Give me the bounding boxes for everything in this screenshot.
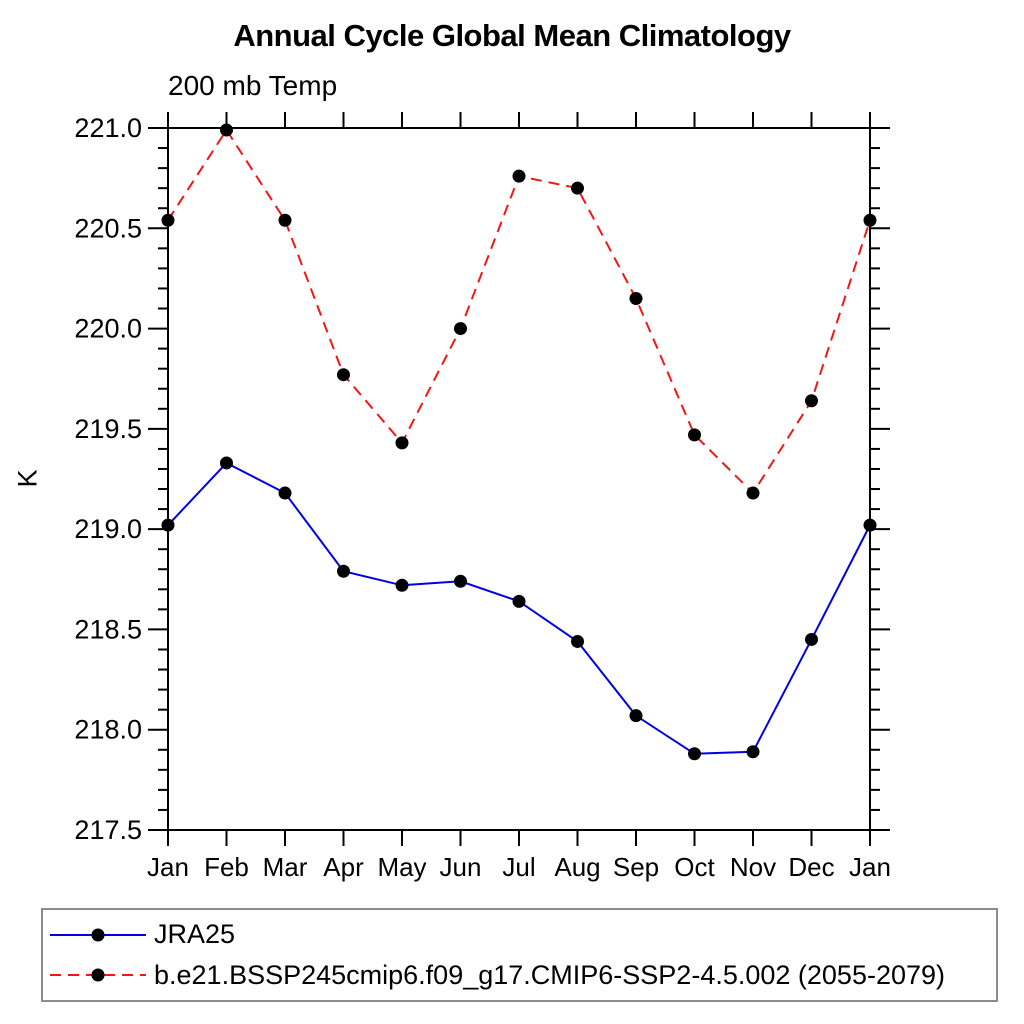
y-tick-label: 220.0 <box>74 314 142 344</box>
data-point-s1-2 <box>278 213 292 227</box>
y-tick-label: 219.0 <box>74 514 142 544</box>
series-line-1 <box>167 128 871 495</box>
data-point-s1-4 <box>395 436 409 450</box>
legend-sample-dashed <box>50 968 146 982</box>
data-point-s1-11 <box>805 394 818 408</box>
data-point-s1-12 <box>863 213 877 227</box>
legend-sample-marker-icon <box>91 928 105 942</box>
data-point-s1-6 <box>512 169 526 183</box>
x-tick-label: Apr <box>323 852 364 882</box>
data-point-s0-6 <box>512 594 526 608</box>
legend-item-model: b.e21.BSSP245cmip6.f09_g17.CMIP6-SSP2-4.… <box>48 960 996 991</box>
data-point-s0-0 <box>161 518 175 532</box>
x-tick-label: Jun <box>440 852 482 882</box>
x-tick-label: Jul <box>502 852 535 882</box>
data-point-s1-8 <box>629 291 643 305</box>
plot-frame <box>167 127 871 831</box>
x-tick-label: Nov <box>730 852 776 882</box>
legend-label-model: b.e21.BSSP245cmip6.f09_g17.CMIP6-SSP2-4.… <box>154 959 946 990</box>
data-point-s1-7 <box>571 181 584 195</box>
y-tick-label: 217.5 <box>74 815 142 845</box>
data-point-s0-3 <box>337 564 350 578</box>
data-point-s0-11 <box>805 632 818 646</box>
data-point-s0-5 <box>454 574 467 588</box>
chart-subtitle: 200 mb Temp <box>168 70 338 101</box>
data-point-s0-12 <box>863 518 877 532</box>
legend-sample-marker-icon <box>91 968 105 982</box>
x-tick-label: Mar <box>263 852 308 882</box>
legend-box: JRA25 b.e21.BSSP245cmip6.f09_g17.CMIP6-S… <box>41 908 998 1002</box>
x-tick-label: Jan <box>849 852 891 882</box>
x-tick-label: Sep <box>613 852 659 882</box>
y-tick-label: 221.0 <box>74 113 142 143</box>
legend-item-jra25: JRA25 <box>48 919 996 950</box>
data-point-s0-8 <box>629 709 643 723</box>
legend-label-jra25: JRA25 <box>154 919 236 950</box>
data-point-s1-5 <box>454 322 467 336</box>
data-point-s0-2 <box>278 486 292 500</box>
data-point-s1-0 <box>161 213 175 227</box>
chart-title: Annual Cycle Global Mean Climatology <box>233 18 791 53</box>
x-tick-label: Jan <box>147 852 189 882</box>
y-tick-label: 218.0 <box>74 715 142 745</box>
data-point-s1-9 <box>688 428 701 442</box>
x-tick-label: Aug <box>554 852 600 882</box>
data-point-s0-9 <box>688 747 701 761</box>
data-point-s1-10 <box>746 486 760 500</box>
series-line-0 <box>167 461 871 755</box>
y-tick-label: 220.5 <box>74 213 142 243</box>
data-point-s0-1 <box>220 456 233 470</box>
legend-sample-solid <box>50 928 146 942</box>
x-tick-label: May <box>377 852 426 882</box>
x-tick-label: Dec <box>788 852 834 882</box>
data-point-s0-7 <box>571 634 584 648</box>
data-point-s0-4 <box>395 578 409 592</box>
x-tick-label: Feb <box>204 852 249 882</box>
data-point-s0-10 <box>746 745 760 759</box>
y-tick-label: 218.5 <box>74 614 142 644</box>
data-point-s1-3 <box>337 368 350 382</box>
x-tick-label: Oct <box>674 852 715 882</box>
y-tick-label: 219.5 <box>74 414 142 444</box>
data-point-s1-1 <box>220 123 233 137</box>
